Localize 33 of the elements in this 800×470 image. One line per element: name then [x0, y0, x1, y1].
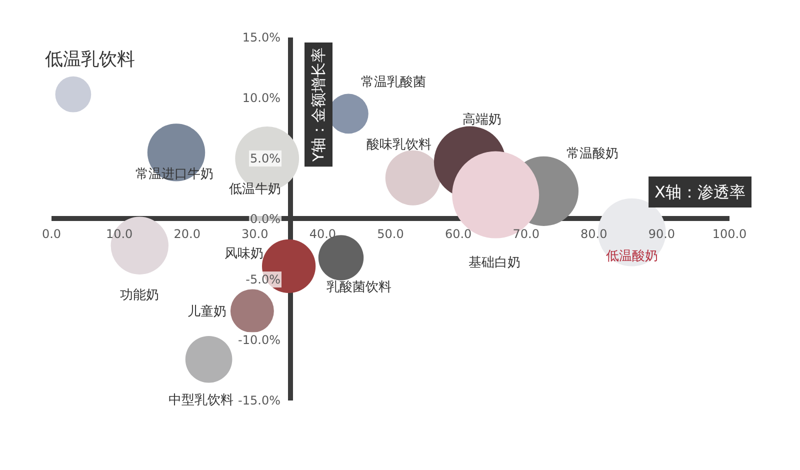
x-tick-label: 40.0 [309, 227, 336, 241]
series-label: 常温酸奶 [566, 146, 619, 162]
series-label: 功能奶 [120, 288, 160, 304]
y-tick-label: 10.0% [242, 91, 281, 105]
series-label: 中型乳饮料 [168, 392, 234, 408]
series-label: 风味奶 [224, 246, 264, 262]
y-tick-label: -15.0% [238, 394, 280, 408]
y-tick-label: -10.0% [238, 333, 280, 347]
x-tick-label: 20.0 [174, 227, 200, 241]
series-label: 儿童奶 [188, 303, 227, 320]
series-label: 酸味乳饮料 [366, 137, 432, 152]
x-tick-label: 100.0 [712, 227, 747, 241]
x-tick-label: 30.0 [242, 227, 268, 241]
series-label: 低温牛奶 [229, 182, 282, 197]
x-tick-label: 60.0 [444, 227, 472, 241]
x-tick-label: 50.0 [377, 227, 404, 241]
series-label: 高端奶 [462, 112, 502, 128]
y-tick-label: 15.0% [242, 30, 281, 44]
x-tick-label: 70.0 [512, 227, 540, 241]
series-label: 低温乳饮料 [45, 48, 136, 70]
series-label: 低温酸奶 [606, 248, 658, 264]
y-tick-label: -5.0% [246, 272, 281, 286]
y-tick-label: 5.0% [250, 152, 281, 166]
x-tick-label: 90.0 [648, 227, 676, 241]
y-axis-title: Y轴：金额增长率 [310, 47, 328, 163]
series-label: 基础白奶 [468, 255, 521, 270]
series-label: 常温乳酸菌 [360, 75, 426, 90]
y-tick-label: 0.0% [250, 212, 281, 226]
x-axis-title: X轴：渗透率 [654, 182, 746, 202]
x-tick-label: 10.0 [106, 227, 133, 241]
x-tick-label: 0.0 [42, 227, 62, 241]
x-tick-label: 80.0 [580, 227, 608, 241]
series-label: 乳酸菌饮料 [326, 280, 392, 296]
